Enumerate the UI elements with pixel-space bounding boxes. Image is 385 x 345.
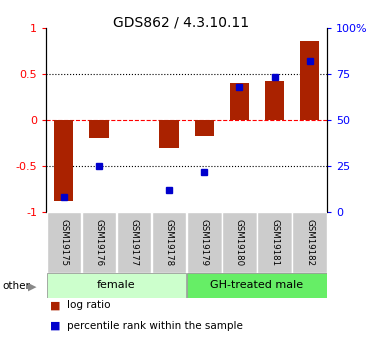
Text: GSM19182: GSM19182: [305, 219, 314, 266]
Bar: [222, 212, 257, 273]
Text: GDS862 / 4.3.10.11: GDS862 / 4.3.10.11: [113, 16, 249, 30]
Bar: [89, 120, 109, 138]
Text: GSM19176: GSM19176: [94, 219, 104, 266]
Bar: [47, 212, 81, 273]
Bar: [257, 212, 292, 273]
Bar: [54, 120, 74, 201]
Bar: [293, 212, 327, 273]
Bar: [117, 212, 151, 273]
Text: ■: ■: [50, 321, 60, 331]
Text: ▶: ▶: [28, 282, 36, 291]
Bar: [187, 212, 221, 273]
Text: log ratio: log ratio: [67, 300, 111, 310]
Bar: [230, 83, 249, 120]
Bar: [159, 120, 179, 148]
Text: female: female: [97, 280, 136, 290]
Text: GSM19181: GSM19181: [270, 219, 279, 266]
Text: other: other: [2, 282, 30, 291]
Bar: [47, 273, 186, 298]
Text: percentile rank within the sample: percentile rank within the sample: [67, 321, 243, 331]
Text: ■: ■: [50, 300, 60, 310]
Text: GSM19179: GSM19179: [200, 219, 209, 266]
Bar: [187, 273, 327, 298]
Bar: [82, 212, 116, 273]
Bar: [195, 120, 214, 137]
Bar: [265, 81, 284, 120]
Text: GH-treated male: GH-treated male: [211, 280, 303, 290]
Bar: [152, 212, 186, 273]
Text: GSM19175: GSM19175: [59, 219, 68, 266]
Text: GSM19177: GSM19177: [129, 219, 139, 266]
Text: GSM19180: GSM19180: [235, 219, 244, 266]
Bar: [300, 41, 319, 120]
Text: GSM19178: GSM19178: [165, 219, 174, 266]
